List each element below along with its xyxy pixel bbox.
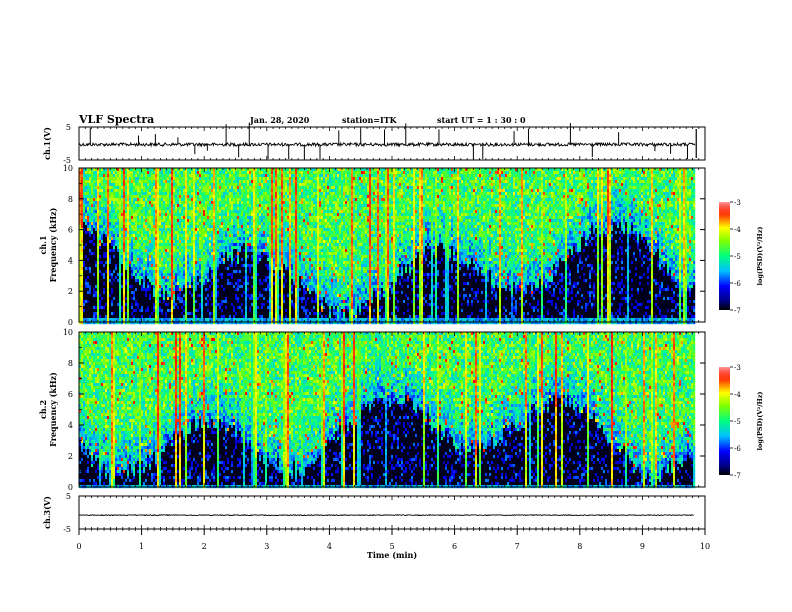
xtick-10: 10 <box>700 542 710 551</box>
x-axis-label: Time (min) <box>367 550 417 560</box>
ch1-spectrogram-ylabel: ch.1 <box>38 235 48 254</box>
xtick-8: 8 <box>577 542 582 551</box>
ch1-spectrogram-ytick-1: 2 <box>68 287 73 296</box>
ch1-spectrogram-cbar-tick-0: -3 <box>734 199 741 207</box>
ch1-spectrogram-cbar-tick-2: -5 <box>734 253 741 261</box>
station-label: station=ITK <box>342 115 397 125</box>
ch1-waveform-panel: 5 -5 ch.1(V) <box>42 122 706 165</box>
xtick-1: 1 <box>139 542 144 551</box>
ch1-waveform-trace <box>78 141 696 148</box>
xtick-9: 9 <box>640 542 645 551</box>
ch1-spectrogram-cbar-tick-4: -7 <box>734 307 741 315</box>
ch2-spectrogram-colorbar: -3 -4 -5 -6 -7 log(PSD)(V²/Hz) <box>719 364 764 480</box>
ch1-spectrogram-ytick-2: 4 <box>68 256 73 265</box>
ch2-spectrogram-ylabel2: Frequency (kHz) <box>48 372 58 447</box>
ch1-spectrogram-cbar-tick-1: -4 <box>734 226 741 234</box>
ch2-spectrogram-ytick-5: 10 <box>63 328 73 337</box>
xtick-5: 5 <box>389 542 394 551</box>
start-ut-label: start UT = 1 : 30 : 0 <box>437 115 526 125</box>
ch2-spectrogram-cbar-label: log(PSD)(V²/Hz) <box>756 392 764 451</box>
ch1-spectrogram-cbar-label: log(PSD)(V²/Hz) <box>756 227 764 286</box>
ch2-spectrogram-ytick-4: 8 <box>68 359 73 368</box>
xtick-2: 2 <box>202 542 207 551</box>
ch2-spectrogram-cbar-tick-0: -3 <box>734 364 741 372</box>
ch1-spectrogram-ytick-4: 8 <box>68 195 73 204</box>
ch1-spectrogram-ytick-0: 0 <box>68 318 73 327</box>
ch1-spectrogram-cells <box>79 168 696 325</box>
ch3-waveform-panel: 5 -5 ch.3(V) <box>42 492 706 534</box>
ch3-waveform-ytick-top: 5 <box>66 492 71 501</box>
ch2-spectrogram-ytick-3: 6 <box>68 390 73 399</box>
ch1-waveform-ytick-bottom: -5 <box>63 156 71 165</box>
ch2-spectrogram-ylabel: ch.2 <box>38 400 48 419</box>
ch2-spectrogram-ytick-1: 2 <box>68 452 73 461</box>
ch2-spectrogram-cbar-tick-3: -6 <box>734 445 741 453</box>
date-label: Jan. 28, 2020 <box>250 115 309 125</box>
ch3-waveform-ylabel: ch.3(V) <box>42 496 52 529</box>
ch2-spectrogram-ytick-2: 4 <box>68 421 73 430</box>
xtick-6: 6 <box>452 542 457 551</box>
ch1-waveform-ylabel: ch.1(V) <box>42 127 52 160</box>
ch3-waveform-ytick-bottom: -5 <box>63 525 71 534</box>
ch1-spectrogram-colorbar: -3 -4 -5 -6 -7 log(PSD)(V²/Hz) <box>719 199 764 315</box>
x-axis: 0 1 2 3 4 5 6 7 8 9 10 Time (min) <box>76 529 710 560</box>
ch2-spectrogram-ytick-0: 0 <box>68 483 73 492</box>
ch3-waveform-trace <box>78 514 694 517</box>
ch1-spectrogram-panel: 0 2 4 6 8 10 ch.1 Frequency (kHz) -3 -4 -5 -6 -7 log(… <box>38 164 764 327</box>
ch2-spectrogram-cbar-tick-4: -7 <box>734 472 741 480</box>
xtick-0: 0 <box>76 542 81 551</box>
ch1-spectrogram-ytick-5: 10 <box>63 164 73 173</box>
ch1-waveform-ytick-top: 5 <box>66 123 71 132</box>
chart-title: VLF Spectra <box>79 113 154 126</box>
ch2-spectrogram-panel: 0 2 4 6 8 10 ch.2 Frequency (kHz) -3 -4 -5 -6 -7 log(… <box>38 328 764 492</box>
ch2-spectrogram-cbar-tick-1: -4 <box>734 391 741 399</box>
xtick-7: 7 <box>515 542 520 551</box>
ch1-spectrogram-ylabel2: Frequency (kHz) <box>48 207 58 282</box>
ch2-spectrogram-cells <box>79 332 696 489</box>
ch1-spectrogram-cbar-tick-3: -6 <box>734 280 741 288</box>
ch1-spectrogram-ytick-3: 6 <box>68 226 73 235</box>
xtick-4: 4 <box>327 542 332 551</box>
xtick-3: 3 <box>264 542 269 551</box>
ch2-spectrogram-cbar-tick-2: -5 <box>734 418 741 426</box>
